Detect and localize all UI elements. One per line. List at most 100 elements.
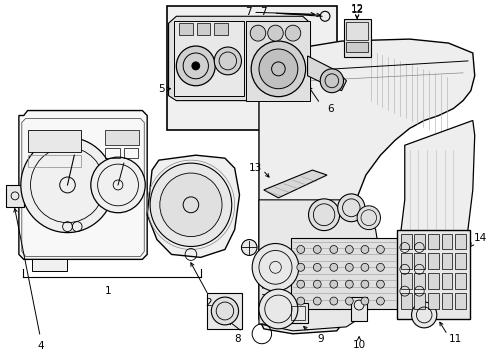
Bar — [396, 230, 469, 319]
Text: 13: 13 — [248, 163, 262, 173]
Circle shape — [345, 246, 352, 253]
Text: 2: 2 — [204, 298, 211, 308]
Bar — [343, 19, 370, 57]
Bar — [166, 6, 336, 130]
Text: 6: 6 — [326, 104, 333, 113]
Circle shape — [345, 264, 352, 271]
Bar — [454, 234, 465, 249]
Circle shape — [285, 25, 300, 41]
Text: 7: 7 — [260, 7, 266, 17]
Circle shape — [313, 246, 321, 253]
Polygon shape — [246, 21, 310, 100]
Circle shape — [356, 206, 380, 230]
Circle shape — [214, 47, 241, 75]
Circle shape — [376, 280, 384, 288]
Polygon shape — [307, 56, 346, 91]
Circle shape — [259, 289, 297, 329]
Circle shape — [252, 243, 298, 291]
Circle shape — [376, 297, 384, 305]
Bar — [427, 273, 438, 289]
Text: 3: 3 — [260, 294, 266, 304]
Bar — [441, 273, 451, 289]
Polygon shape — [259, 200, 380, 331]
Bar — [414, 253, 424, 269]
Circle shape — [296, 280, 304, 288]
Bar — [427, 293, 438, 309]
Circle shape — [191, 62, 199, 70]
Circle shape — [376, 246, 384, 253]
Bar — [287, 303, 307, 323]
Circle shape — [296, 246, 304, 253]
Circle shape — [320, 69, 343, 93]
Bar — [6, 185, 24, 207]
Bar — [400, 234, 411, 249]
Polygon shape — [147, 155, 239, 257]
Circle shape — [313, 280, 321, 288]
Polygon shape — [259, 39, 474, 334]
Bar — [105, 130, 139, 145]
Circle shape — [91, 157, 145, 213]
Circle shape — [360, 264, 368, 271]
Bar — [414, 273, 424, 289]
Bar — [214, 23, 227, 35]
Bar — [105, 148, 120, 158]
Bar — [32, 260, 66, 271]
Circle shape — [160, 173, 222, 237]
Circle shape — [337, 194, 364, 222]
Circle shape — [251, 41, 305, 96]
Polygon shape — [19, 111, 147, 260]
Circle shape — [176, 46, 215, 86]
Circle shape — [329, 280, 337, 288]
Bar — [196, 23, 210, 35]
Bar — [179, 23, 192, 35]
Bar — [207, 293, 242, 329]
Circle shape — [360, 280, 368, 288]
Circle shape — [329, 246, 337, 253]
Text: 12: 12 — [350, 5, 363, 15]
Bar — [427, 253, 438, 269]
Bar — [28, 155, 81, 167]
Circle shape — [411, 302, 436, 328]
Bar — [400, 253, 411, 269]
Bar — [346, 22, 367, 40]
Circle shape — [313, 264, 321, 271]
Polygon shape — [168, 16, 310, 100]
Bar — [28, 130, 81, 152]
Text: 10: 10 — [352, 340, 365, 350]
Circle shape — [329, 264, 337, 271]
Bar — [454, 253, 465, 269]
Bar — [414, 293, 424, 309]
Circle shape — [360, 297, 368, 305]
Circle shape — [150, 163, 231, 247]
Bar — [454, 293, 465, 309]
Circle shape — [329, 297, 337, 305]
Text: 8: 8 — [233, 334, 240, 344]
Polygon shape — [397, 121, 474, 319]
Circle shape — [308, 199, 339, 231]
Bar — [400, 293, 411, 309]
Circle shape — [250, 25, 265, 41]
Bar — [290, 238, 397, 309]
Text: 1: 1 — [105, 286, 111, 296]
Bar — [350, 297, 366, 321]
Circle shape — [313, 297, 321, 305]
Bar — [123, 148, 138, 158]
Polygon shape — [174, 21, 244, 96]
Bar — [454, 273, 465, 289]
Text: 9: 9 — [317, 334, 323, 344]
Bar — [400, 273, 411, 289]
Bar — [290, 306, 304, 320]
Circle shape — [296, 264, 304, 271]
Bar — [414, 234, 424, 249]
Text: 5: 5 — [158, 84, 164, 94]
Circle shape — [360, 246, 368, 253]
Polygon shape — [264, 170, 326, 198]
Circle shape — [296, 297, 304, 305]
Circle shape — [21, 137, 114, 233]
Circle shape — [345, 297, 352, 305]
Circle shape — [211, 297, 238, 325]
Circle shape — [241, 239, 257, 255]
Text: 14: 14 — [473, 233, 486, 243]
Bar — [427, 234, 438, 249]
Circle shape — [267, 25, 283, 41]
